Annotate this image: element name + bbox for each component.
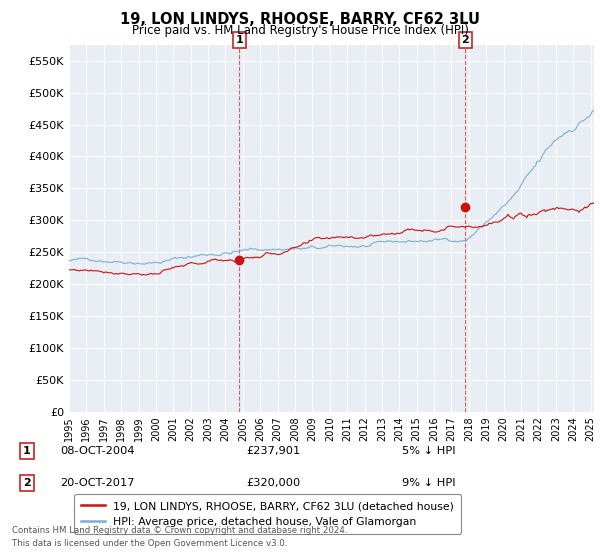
Text: 5% ↓ HPI: 5% ↓ HPI: [402, 446, 455, 456]
Legend: 19, LON LINDYS, RHOOSE, BARRY, CF62 3LU (detached house), HPI: Average price, de: 19, LON LINDYS, RHOOSE, BARRY, CF62 3LU …: [74, 494, 461, 534]
Text: This data is licensed under the Open Government Licence v3.0.: This data is licensed under the Open Gov…: [12, 539, 287, 548]
Text: 20-OCT-2017: 20-OCT-2017: [60, 478, 134, 488]
Text: Price paid vs. HM Land Registry's House Price Index (HPI): Price paid vs. HM Land Registry's House …: [131, 24, 469, 37]
Text: 1: 1: [23, 446, 31, 456]
Text: Contains HM Land Registry data © Crown copyright and database right 2024.: Contains HM Land Registry data © Crown c…: [12, 526, 347, 535]
Text: 19, LON LINDYS, RHOOSE, BARRY, CF62 3LU: 19, LON LINDYS, RHOOSE, BARRY, CF62 3LU: [120, 12, 480, 27]
Text: £237,901: £237,901: [246, 446, 300, 456]
Text: 9% ↓ HPI: 9% ↓ HPI: [402, 478, 455, 488]
Text: 2: 2: [23, 478, 31, 488]
Text: 2: 2: [461, 35, 469, 45]
Text: 1: 1: [235, 35, 243, 45]
Text: 08-OCT-2004: 08-OCT-2004: [60, 446, 134, 456]
Text: £320,000: £320,000: [246, 478, 300, 488]
